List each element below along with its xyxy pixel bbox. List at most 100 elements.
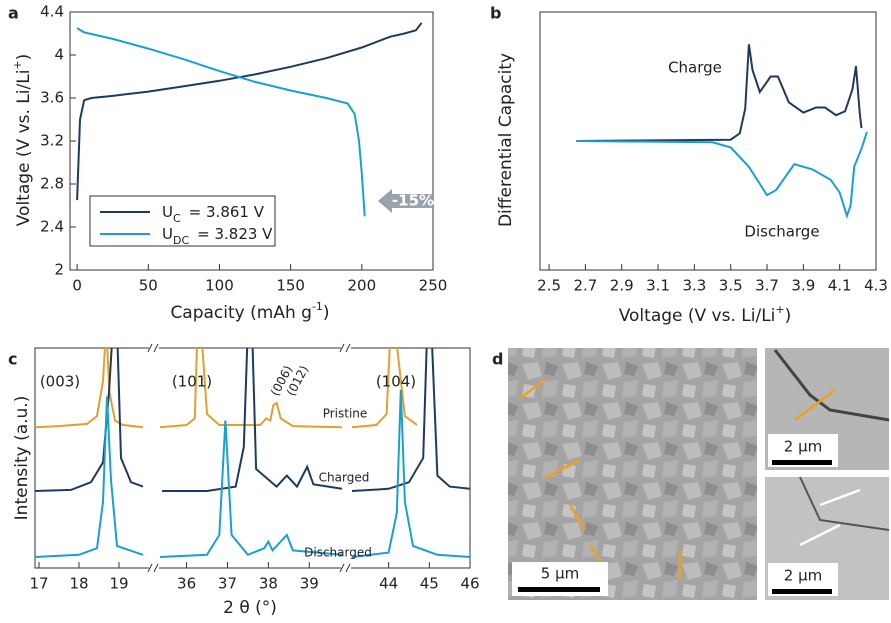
- crack: [799, 476, 890, 531]
- micrographs: 5 µm 2 µm 2 µm d: [492, 348, 890, 600]
- x_label: Voltage (V vs. Li/Li: [619, 306, 776, 326]
- axis-break-gap: [341, 344, 351, 352]
- x-tick-label: 3.7: [755, 277, 779, 295]
- chart-data.1.x_label: Voltage (V vs. Li/Li+): [619, 303, 792, 327]
- series-line: [576, 131, 868, 219]
- scale-label: 2 µm: [784, 567, 822, 585]
- annotation: Charged: [319, 471, 370, 485]
- x_label-end: ): [785, 306, 792, 326]
- axis-break: [147, 343, 153, 353]
- x-tick-label: 38: [259, 575, 278, 593]
- x_label-sup: -1: [312, 300, 323, 313]
- x_label: Capacity (mAh g: [170, 303, 312, 323]
- annotation: Discharge: [744, 223, 819, 241]
- x-tick-label: 3.5: [719, 277, 743, 295]
- arrow: [794, 389, 836, 421]
- arrow: [519, 378, 546, 400]
- y-tick-label: 2: [54, 261, 64, 279]
- chart-data.0.y_label: Voltage (V vs. Li/Li+): [11, 54, 35, 227]
- y_label-sup: +: [11, 60, 24, 69]
- x-tick-label: 150: [276, 277, 305, 295]
- x_label-end: ): [323, 303, 330, 323]
- axis-break: [339, 343, 345, 353]
- axis-break-gap: [149, 564, 159, 572]
- arrow: [819, 488, 861, 507]
- annotation: -15%: [392, 192, 434, 210]
- legend-label: UC = 3.861 V: [162, 203, 265, 225]
- annotation: Discharged: [304, 546, 372, 560]
- x-tick-label: 4.1: [828, 277, 852, 295]
- series-line: [76, 27, 366, 217]
- x-tick-label: 0: [72, 277, 82, 295]
- panel-label: a: [8, 4, 19, 23]
- axis-break-gap: [149, 344, 159, 352]
- legend-name: U: [162, 225, 173, 243]
- legend-box: [89, 195, 276, 247]
- y_label: Differential Capacity: [496, 53, 516, 227]
- y-tick-label: 4: [54, 46, 64, 64]
- legend-value: = 3.861 V: [189, 203, 265, 221]
- y-tick-label: 3.2: [40, 132, 64, 150]
- panel-label: b: [490, 4, 501, 23]
- axis-break: [345, 563, 351, 573]
- y-tick-label: 3.6: [40, 89, 64, 107]
- chart-data.1.y_label: Differential Capacity: [496, 53, 516, 227]
- x-tick-label: 2.9: [610, 277, 634, 295]
- series-line: [35, 389, 470, 558]
- arrow: [799, 523, 841, 547]
- y_label: Voltage (V vs. Li/Li: [14, 70, 34, 227]
- chart-data.2.y_label: Intensity (a.u.): [12, 396, 32, 521]
- x-tick-label: 19: [109, 575, 128, 593]
- axis-break: [345, 343, 351, 353]
- x-tick-label: 3.3: [682, 277, 706, 295]
- x-tick-label: 4.3: [864, 277, 888, 295]
- x-tick-label: 250: [419, 277, 448, 295]
- scale-label: 2 µm: [784, 438, 822, 456]
- y-tick-label: 2.8: [40, 175, 64, 193]
- annotation: Pristine: [323, 407, 368, 421]
- x-tick-label: 45: [420, 575, 439, 593]
- legend-subscript: C: [173, 212, 181, 225]
- legend-label: UDC = 3.823 V: [162, 225, 273, 247]
- axis-break: [147, 563, 153, 573]
- annotation: (003): [40, 373, 80, 391]
- y-tick-label: 4.4: [40, 3, 64, 21]
- arrow: [544, 458, 581, 480]
- x-tick-label: 50: [139, 277, 158, 295]
- y_label: Intensity (a.u.): [12, 396, 32, 521]
- x-tick-label: 200: [348, 277, 377, 295]
- plot-frame: [539, 11, 877, 271]
- series-line: [76, 22, 423, 201]
- y-tick-label: 2.4: [40, 218, 64, 236]
- x-tick-label: 36: [177, 575, 196, 593]
- axis-break: [339, 563, 345, 573]
- x_label: 2 θ (°): [223, 598, 277, 618]
- axis-break: [153, 343, 159, 353]
- x-tick-label: 17: [29, 575, 48, 593]
- x-tick-label: 3.9: [791, 277, 815, 295]
- chart-data.0.x_label: Capacity (mAh g-1): [170, 300, 329, 324]
- x-tick-label: 37: [218, 575, 237, 593]
- panel-label: d: [492, 350, 503, 369]
- annotation: (101): [172, 373, 212, 391]
- sem-image: [508, 348, 757, 600]
- legend-value: = 3.823 V: [197, 225, 273, 243]
- axis-break: [153, 563, 159, 573]
- x-tick-label: 39: [300, 575, 319, 593]
- scale-label: 5 µm: [541, 565, 579, 583]
- series-line: [576, 44, 863, 142]
- annotation: (104): [376, 373, 416, 391]
- annotation: Charge: [668, 59, 722, 77]
- y_label-end: ): [14, 54, 34, 61]
- x-tick-label: 3.1: [646, 277, 670, 295]
- panel-label: c: [8, 350, 17, 369]
- series-line: [35, 348, 470, 492]
- x_label-sup: +: [775, 303, 784, 316]
- x-tick-label: 46: [460, 575, 479, 593]
- chart-data.2.x_label: 2 θ (°): [223, 598, 277, 618]
- scale-bar: [772, 589, 832, 594]
- x-tick-label: 18: [69, 575, 88, 593]
- scale-bar: [772, 460, 832, 465]
- capacity-loss-arrow: [378, 189, 432, 213]
